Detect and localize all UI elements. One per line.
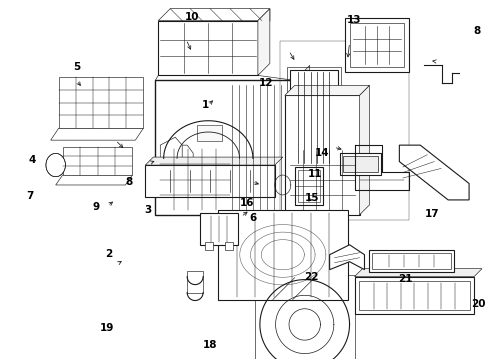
Bar [369,250,453,272]
Text: 16: 16 [239,198,254,208]
Bar [279,41,408,220]
Text: 20: 20 [470,299,485,309]
Text: 18: 18 [203,340,217,350]
Bar [145,165,274,197]
Bar [200,213,238,245]
Bar [204,242,213,250]
Text: 2: 2 [104,248,112,258]
Text: 21: 21 [397,274,411,284]
Bar [372,253,450,269]
Text: 8: 8 [472,26,480,36]
Bar [358,280,469,310]
Polygon shape [329,245,364,270]
Polygon shape [359,85,369,215]
Bar [344,18,408,72]
Text: 14: 14 [314,148,329,158]
Bar [155,80,294,215]
Bar [197,125,222,141]
Bar [339,153,381,175]
Bar [224,242,232,250]
Bar [349,23,404,67]
Polygon shape [56,175,132,185]
Text: 3: 3 [144,206,152,216]
Text: 8: 8 [125,177,132,187]
Bar [218,210,347,300]
Bar [342,156,378,172]
Text: 17: 17 [424,209,438,219]
Text: 12: 12 [259,78,273,88]
Text: 5: 5 [73,62,80,72]
Text: 7: 7 [26,191,34,201]
Text: 1: 1 [202,100,209,110]
Polygon shape [284,85,369,95]
Polygon shape [145,157,282,165]
Text: 22: 22 [304,272,318,282]
Bar [158,21,257,75]
Text: 19: 19 [100,323,114,333]
Polygon shape [160,137,182,165]
Bar [289,71,337,165]
Text: 9: 9 [92,202,99,212]
Polygon shape [59,77,143,128]
Text: 15: 15 [304,193,318,203]
Bar [187,271,203,293]
Polygon shape [51,128,143,140]
Text: 13: 13 [346,15,361,26]
Polygon shape [399,145,468,200]
Polygon shape [354,269,481,276]
Bar [294,167,322,205]
Text: 11: 11 [307,169,322,179]
Polygon shape [175,145,193,167]
Polygon shape [62,147,132,175]
Bar [354,276,473,315]
Bar [297,170,319,202]
Text: 4: 4 [28,155,36,165]
Bar [284,95,359,215]
Polygon shape [46,153,65,177]
Polygon shape [294,66,309,215]
Polygon shape [158,9,269,21]
Bar [286,67,340,168]
Text: 6: 6 [249,213,256,222]
Polygon shape [257,9,269,75]
Text: 10: 10 [184,12,199,22]
Bar [254,275,354,360]
